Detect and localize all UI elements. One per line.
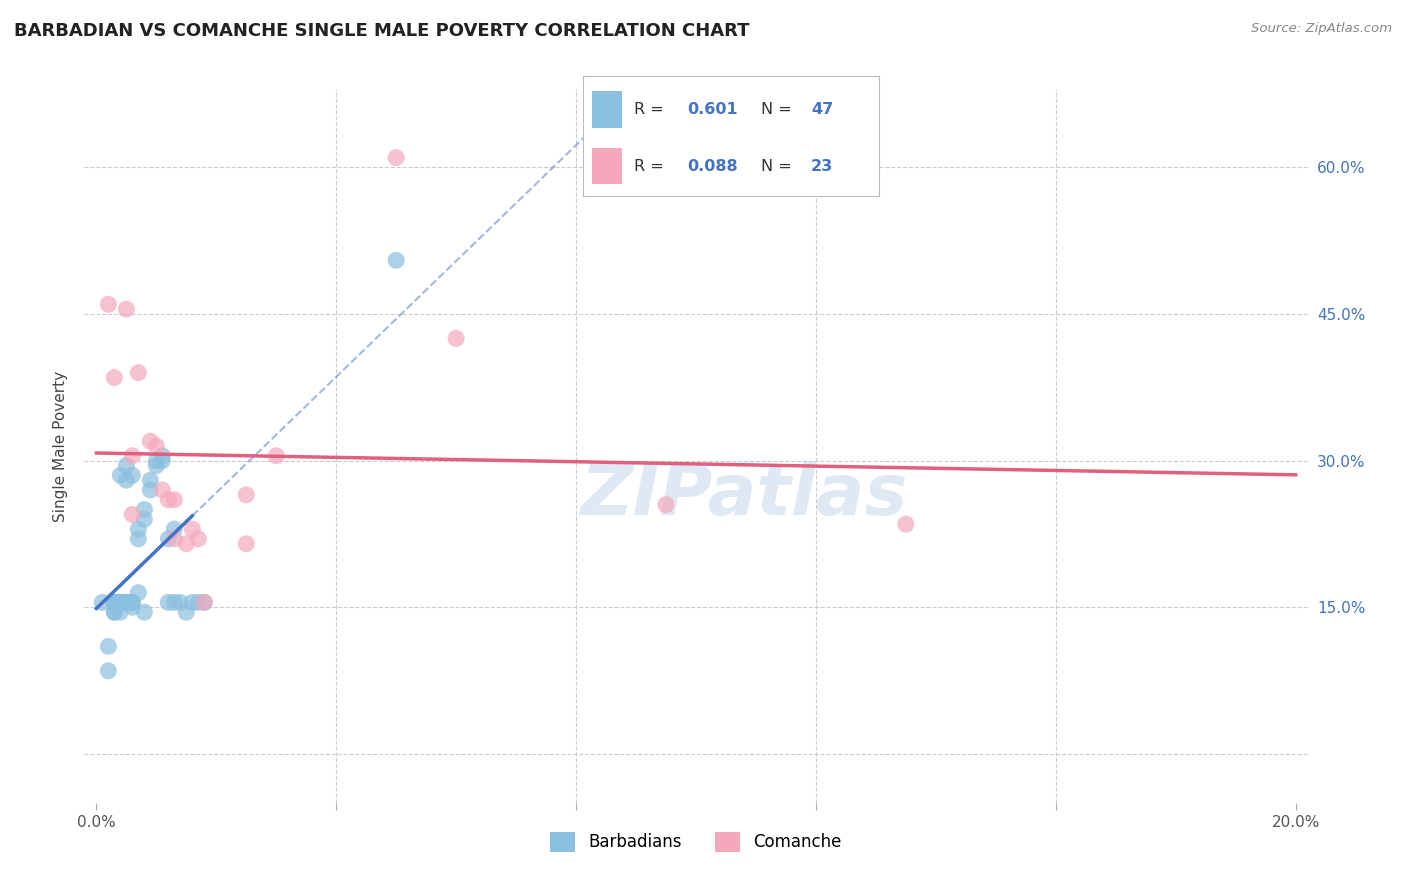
Barbadians: [110, 595, 132, 609]
Barbadians: [187, 595, 209, 609]
Text: 0.601: 0.601: [688, 102, 738, 117]
Y-axis label: Single Male Poverty: Single Male Poverty: [52, 370, 67, 522]
Barbadians: [115, 458, 138, 473]
Barbadians: [139, 483, 162, 497]
Barbadians: [103, 595, 125, 609]
Barbadians: [145, 458, 167, 473]
Barbadians: [121, 595, 143, 609]
Comanche: [235, 537, 257, 551]
Comanche: [894, 517, 917, 532]
Barbadians: [97, 640, 120, 654]
Barbadians: [103, 605, 125, 619]
Text: R =: R =: [634, 159, 669, 174]
Comanche: [174, 537, 197, 551]
Comanche: [235, 488, 257, 502]
Barbadians: [115, 595, 138, 609]
Barbadians: [134, 512, 156, 526]
Barbadians: [115, 473, 138, 487]
Barbadians: [103, 595, 125, 609]
Comanche: [121, 449, 143, 463]
Bar: [592, 92, 621, 128]
Barbadians: [115, 595, 138, 609]
Barbadians: [139, 473, 162, 487]
Comanche: [97, 297, 120, 311]
Comanche: [444, 331, 467, 345]
Barbadians: [121, 595, 143, 609]
Comanche: [139, 434, 162, 449]
Barbadians: [121, 600, 143, 615]
Barbadians: [134, 502, 156, 516]
Barbadians: [385, 253, 408, 268]
Barbadians: [97, 664, 120, 678]
Comanche: [103, 370, 125, 384]
Barbadians: [169, 595, 191, 609]
Comanche: [150, 483, 173, 497]
Barbadians: [103, 595, 125, 609]
Barbadians: [110, 595, 132, 609]
Barbadians: [127, 522, 149, 536]
Bar: [592, 148, 621, 185]
Barbadians: [150, 453, 173, 467]
Comanche: [163, 492, 186, 507]
Barbadians: [150, 449, 173, 463]
Text: Source: ZipAtlas.com: Source: ZipAtlas.com: [1251, 22, 1392, 36]
Text: 0.088: 0.088: [688, 159, 738, 174]
Comanche: [163, 532, 186, 546]
Barbadians: [110, 605, 132, 619]
Barbadians: [127, 585, 149, 599]
Barbadians: [134, 605, 156, 619]
Comanche: [193, 595, 215, 609]
Barbadians: [157, 532, 180, 546]
Text: 23: 23: [811, 159, 834, 174]
Barbadians: [127, 532, 149, 546]
Comanche: [655, 498, 678, 512]
Barbadians: [145, 453, 167, 467]
Barbadians: [103, 595, 125, 609]
Barbadians: [115, 595, 138, 609]
Comanche: [127, 366, 149, 380]
Barbadians: [91, 595, 114, 609]
Barbadians: [103, 605, 125, 619]
Barbadians: [163, 522, 186, 536]
Comanche: [115, 302, 138, 317]
Legend: Barbadians, Comanche: Barbadians, Comanche: [543, 825, 849, 859]
Barbadians: [157, 595, 180, 609]
Text: N =: N =: [761, 159, 797, 174]
Text: ZIPatlas: ZIPatlas: [581, 461, 908, 531]
Barbadians: [110, 468, 132, 483]
Barbadians: [121, 468, 143, 483]
Comanche: [157, 492, 180, 507]
Comanche: [264, 449, 287, 463]
Comanche: [181, 522, 204, 536]
Barbadians: [115, 595, 138, 609]
Comanche: [187, 532, 209, 546]
Barbadians: [110, 595, 132, 609]
Barbadians: [163, 595, 186, 609]
Barbadians: [110, 595, 132, 609]
Comanche: [121, 508, 143, 522]
Text: N =: N =: [761, 102, 797, 117]
Barbadians: [181, 595, 204, 609]
Comanche: [145, 439, 167, 453]
Text: 47: 47: [811, 102, 834, 117]
Barbadians: [193, 595, 215, 609]
Barbadians: [174, 605, 197, 619]
Text: BARBADIAN VS COMANCHE SINGLE MALE POVERTY CORRELATION CHART: BARBADIAN VS COMANCHE SINGLE MALE POVERT…: [14, 22, 749, 40]
Comanche: [385, 151, 408, 165]
Text: R =: R =: [634, 102, 669, 117]
